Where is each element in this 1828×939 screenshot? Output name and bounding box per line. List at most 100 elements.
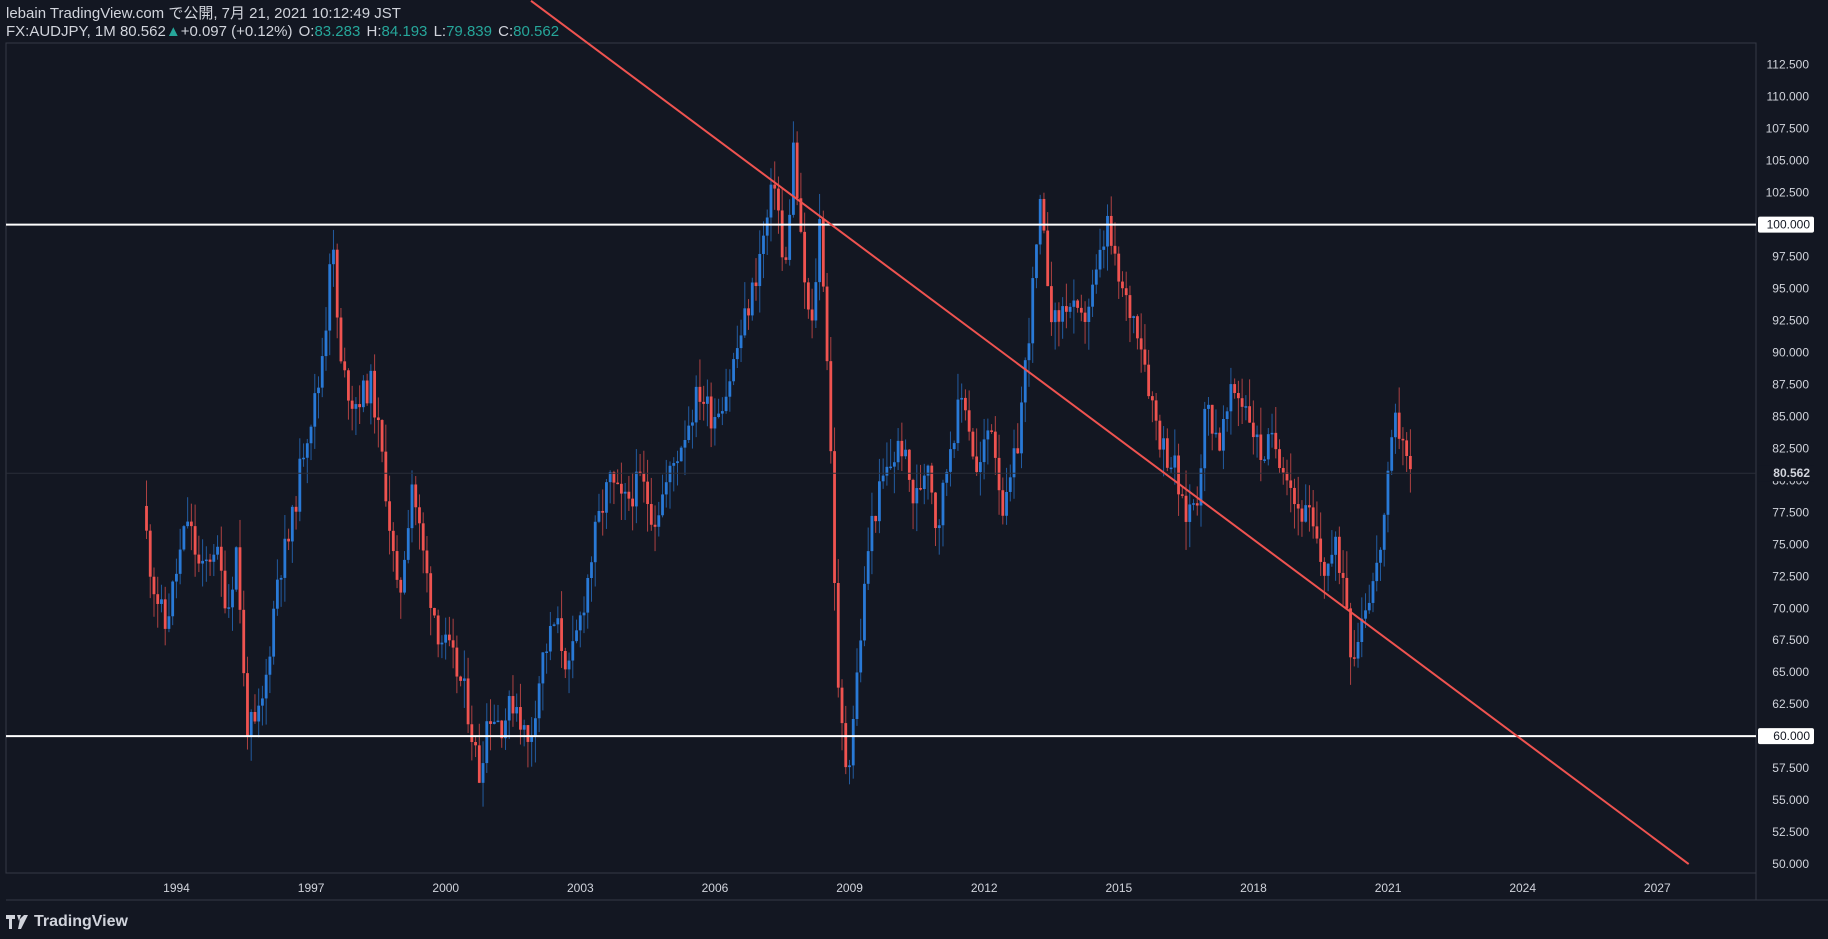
candle-body	[664, 482, 668, 495]
price-tick-label: 112.500	[1767, 58, 1810, 72]
candle-body	[709, 396, 713, 429]
candle-body	[836, 583, 840, 688]
low-value: 79.839	[446, 23, 492, 40]
price-tick-label: 110.000	[1767, 90, 1810, 104]
candle-body	[773, 184, 777, 189]
candle-body	[477, 745, 481, 783]
candle-body	[769, 184, 773, 218]
candle-body	[1263, 459, 1266, 461]
price-axis[interactable]: 112.500 110.000 107.500 105.000 102.500 97.50…	[1766, 58, 1810, 871]
candle-body	[391, 530, 395, 552]
time-tick-label: 2000	[432, 881, 459, 895]
candle-body	[1091, 284, 1094, 307]
up-arrow-icon: ▲	[165, 23, 181, 40]
candle-body	[556, 618, 560, 625]
time-tick-label: 1997	[298, 881, 325, 895]
candle-body	[380, 420, 384, 452]
candle-body	[668, 465, 672, 483]
candle-body	[1289, 480, 1293, 488]
candle-body	[1214, 432, 1218, 435]
candle-body	[1016, 448, 1020, 454]
publisher-line: lebain TradingView.com で公開, 7月 21, 2021 …	[6, 5, 401, 22]
candle-body	[545, 651, 549, 653]
candle-body	[706, 396, 709, 404]
ohlc-line: FX:AUDJPY, 1M 80.562▲+0.097 (+0.12%) O:8…	[6, 23, 559, 41]
candle-body	[152, 576, 156, 595]
candle-body	[231, 589, 234, 608]
time-axis[interactable]: 1994 1997 2000 2003 2006 2009 2012 2015 2018 2021…	[163, 881, 1671, 895]
candle-body	[616, 482, 620, 485]
brand-name: TradingView	[34, 913, 128, 930]
close-value: 80.562	[513, 23, 560, 40]
candle-body	[418, 507, 421, 524]
candle-body	[990, 430, 993, 432]
plot-area[interactable]	[5, 42, 1757, 874]
candle-body	[1405, 440, 1409, 456]
candle-body	[949, 449, 952, 472]
candle-body	[552, 624, 556, 626]
footer-brand[interactable]: TradingView	[6, 913, 128, 931]
candle-body	[702, 401, 706, 404]
candle-body	[515, 707, 519, 714]
candle-body	[1360, 618, 1364, 642]
price-tick-label: 107.500	[1766, 122, 1810, 136]
candle-body	[844, 723, 848, 768]
candle-body	[1390, 437, 1394, 471]
candle-body	[795, 142, 799, 199]
trendline-segment[interactable]	[530, 0, 1690, 865]
candle-body	[1236, 393, 1240, 399]
candle-body	[1322, 561, 1326, 576]
candle-body	[1076, 300, 1079, 308]
candle-body	[848, 765, 851, 768]
candle-body	[208, 559, 212, 562]
candle-body	[676, 461, 679, 464]
candle-body	[919, 488, 922, 490]
candle-body	[997, 457, 1001, 491]
price-axis-labels: 100.000 60.000 80.562	[1758, 216, 1814, 745]
candle-body	[436, 615, 440, 645]
candle-body	[1064, 306, 1068, 312]
candle-body	[833, 451, 836, 584]
candle-body	[1278, 449, 1281, 469]
candle-body	[537, 683, 541, 719]
candle-body	[657, 515, 661, 527]
candle-body	[1315, 526, 1319, 539]
candle-body	[1150, 396, 1154, 401]
candle-body	[634, 471, 638, 507]
candle-body	[1038, 198, 1042, 245]
candle-body	[881, 475, 885, 482]
candle-body	[283, 538, 287, 578]
candle-body	[197, 554, 201, 564]
candle-body	[1195, 503, 1199, 506]
candle-body	[1334, 536, 1338, 555]
level-label-bg	[1758, 728, 1814, 745]
candle-body	[1270, 432, 1274, 435]
candle-body	[851, 718, 855, 766]
candle-body	[223, 570, 227, 609]
candle-body	[474, 742, 477, 746]
candle-body	[892, 462, 896, 467]
price-tick-label: 52.500	[1772, 825, 1809, 839]
candle-body	[447, 634, 451, 641]
candle-body	[178, 549, 182, 574]
candle-body	[1031, 278, 1035, 344]
trendline[interactable]	[530, 0, 1690, 865]
price-tick-label: 90.000	[1772, 345, 1809, 359]
price-tick-label: 105.000	[1766, 154, 1810, 168]
candle-body	[687, 425, 691, 440]
candles	[145, 121, 1412, 807]
candle-body	[605, 482, 608, 513]
candle-body	[982, 439, 986, 463]
candle-body	[758, 253, 762, 287]
candle-body	[747, 308, 750, 316]
candle-body	[855, 672, 859, 719]
candle-body	[1285, 472, 1289, 481]
candle-body	[354, 404, 358, 409]
candle-body	[900, 440, 904, 457]
candle-body	[403, 559, 406, 593]
candle-body	[511, 696, 515, 714]
candle-body	[717, 413, 721, 418]
candle-body	[967, 410, 971, 432]
symbol-label[interactable]: FX:AUDJPY, 1M	[6, 23, 116, 40]
